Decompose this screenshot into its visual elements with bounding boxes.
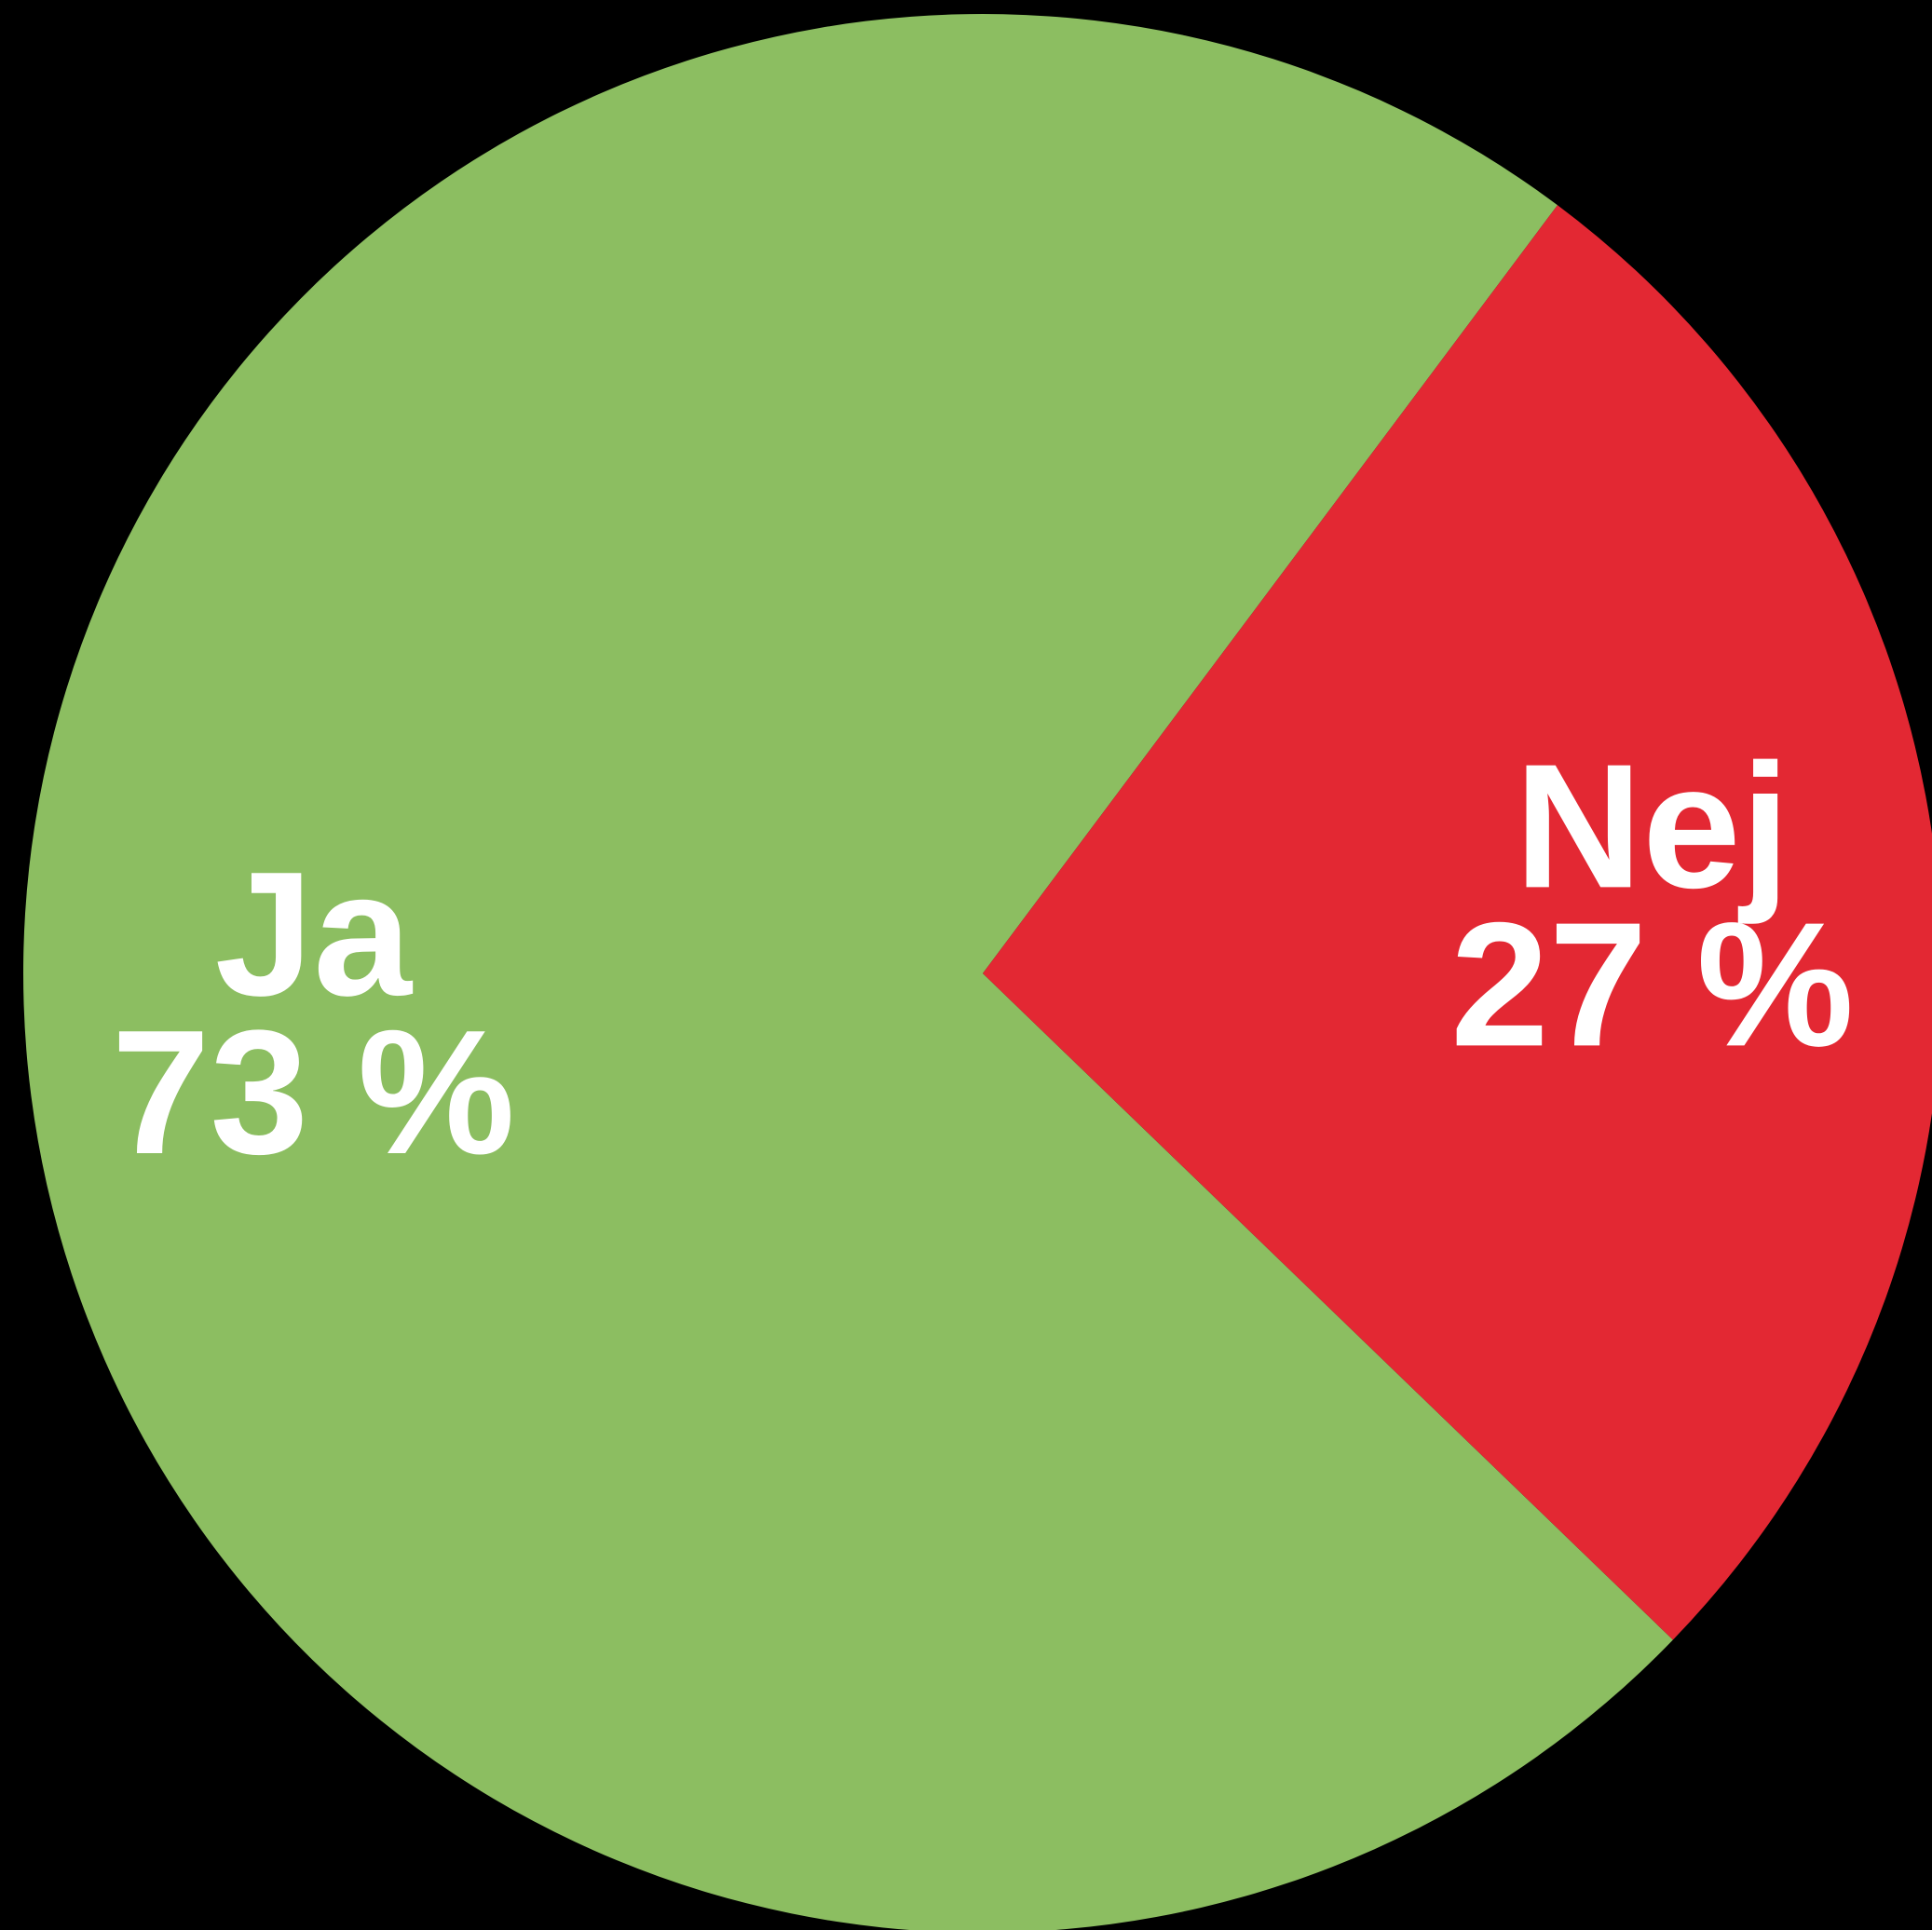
pie-slice — [983, 205, 1932, 1640]
slice-value-label: 73 % — [112, 994, 515, 1191]
slice-value-label: 27 % — [1450, 886, 1854, 1083]
pie-slice — [23, 14, 1673, 1930]
slice-category-label: Nej — [1515, 727, 1790, 925]
slice-category-label: Ja — [215, 836, 414, 1033]
